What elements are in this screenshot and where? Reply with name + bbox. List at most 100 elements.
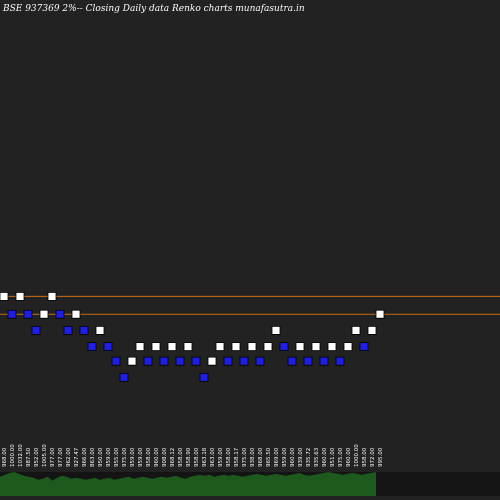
price-label-10: 966.00 <box>82 447 88 467</box>
brick-28-down <box>223 356 233 366</box>
brick-16-up <box>127 356 137 366</box>
brick-10-down <box>79 325 89 335</box>
price-label-39: 935.63 <box>314 447 320 467</box>
price-label-8: 962.00 <box>66 447 72 467</box>
brick-14-down <box>111 356 121 366</box>
chart-title: BSE 937369 2%-- Closing Daily data Renko… <box>2 4 305 14</box>
price-label-37: 939.00 <box>298 447 304 467</box>
price-label-35: 959.00 <box>282 447 288 467</box>
brick-43-up <box>343 342 353 351</box>
brick-29-up <box>231 342 241 351</box>
brick-6-up <box>47 292 57 301</box>
renko-bricks <box>0 292 385 382</box>
price-label-23: 958.90 <box>186 447 192 467</box>
brick-32-down <box>255 356 265 366</box>
brick-42-down <box>335 356 345 366</box>
brick-17-up <box>135 342 145 351</box>
price-label-44: 1000.00 <box>354 444 360 467</box>
brick-13-down <box>103 342 113 351</box>
price-label-38: 935.72 <box>306 448 312 467</box>
price-label-9: 927.47 <box>74 447 80 467</box>
brick-41-up <box>327 342 337 351</box>
brick-7-down <box>55 309 65 319</box>
brick-1-down <box>7 309 17 319</box>
brick-24-down <box>191 356 201 366</box>
brick-40-down <box>319 356 329 366</box>
price-label-18: 958.00 <box>146 447 152 467</box>
price-label-33: 965.50 <box>266 447 272 467</box>
brick-12-up <box>95 325 105 335</box>
price-label-40: 960.00 <box>322 447 328 467</box>
brick-39-up <box>311 342 321 351</box>
brick-22-down <box>175 356 185 366</box>
brick-19-up <box>151 342 161 351</box>
price-label-36: 960.00 <box>290 447 296 467</box>
price-label-6: 977.00 <box>50 447 56 467</box>
price-label-34: 969.00 <box>274 447 280 467</box>
price-label-13: 959.00 <box>106 447 112 467</box>
volume-area <box>0 472 500 496</box>
brick-3-down <box>23 309 33 319</box>
price-label-19: 960.00 <box>154 447 160 467</box>
brick-45-down <box>359 342 369 351</box>
brick-34-up <box>271 325 281 335</box>
brick-15-down <box>119 372 129 382</box>
brick-11-down <box>87 342 97 351</box>
brick-20-down <box>159 356 169 366</box>
price-label-22: 958.00 <box>178 447 184 467</box>
price-label-25: 963.18 <box>202 447 208 467</box>
price-label-20: 908.00 <box>162 447 168 467</box>
price-label-4: 952.00 <box>34 447 40 467</box>
brick-21-up <box>167 342 177 351</box>
price-label-31: 938.00 <box>250 447 256 467</box>
price-label-32: 968.00 <box>258 447 264 467</box>
brick-44-up <box>351 325 361 335</box>
price-label-28: 958.00 <box>226 447 232 467</box>
brick-30-down <box>239 356 249 366</box>
price-label-47: 995.00 <box>378 447 384 467</box>
volume-series <box>0 472 376 496</box>
price-label-46: 972.00 <box>370 447 376 467</box>
brick-23-up <box>183 342 193 351</box>
brick-26-up <box>207 356 217 366</box>
brick-38-down <box>303 356 313 366</box>
brick-18-down <box>143 356 153 366</box>
brick-4-down <box>31 325 41 335</box>
brick-31-up <box>247 342 257 351</box>
brick-46-up <box>367 325 377 335</box>
brick-37-up <box>295 342 305 351</box>
price-label-45: 958.00 <box>362 447 368 467</box>
reference-lines <box>0 295 500 315</box>
brick-47-up <box>375 309 385 319</box>
price-label-0: 968.00 <box>2 447 8 467</box>
price-label-27: 959.00 <box>218 447 224 467</box>
price-label-42: 975.00 <box>338 447 344 467</box>
brick-27-up <box>215 342 225 351</box>
price-label-12: 950.00 <box>98 447 104 467</box>
price-label-1: 1000.00 <box>10 444 16 467</box>
brick-33-up <box>263 342 273 351</box>
brick-36-down <box>287 356 297 366</box>
price-label-5: 1005.00 <box>42 444 48 467</box>
brick-25-down <box>199 372 209 382</box>
price-label-30: 975.00 <box>242 447 248 467</box>
price-labels: 968.00 1000.00 1032.00 987.50 952.00 1005.00 9… <box>2 444 384 467</box>
brick-35-down <box>279 342 289 351</box>
price-label-16: 959.00 <box>130 447 136 467</box>
price-label-3: 987.50 <box>26 447 32 467</box>
price-label-43: 960.00 <box>346 447 352 467</box>
price-label-21: 968.12 <box>170 448 176 467</box>
brick-8-down <box>63 325 73 335</box>
price-label-26: 963.00 <box>210 447 216 467</box>
price-label-11: 863.00 <box>90 447 96 467</box>
brick-9-up <box>71 309 81 319</box>
price-label-7: 977.00 <box>58 447 64 467</box>
price-label-2: 1032.00 <box>18 444 24 467</box>
brick-5-up <box>39 309 49 319</box>
brick-0-up <box>0 292 9 301</box>
price-label-14: 955.00 <box>114 447 120 467</box>
brick-2-up <box>15 292 25 301</box>
price-label-15: 975.00 <box>122 447 128 467</box>
price-label-24: 958.00 <box>194 447 200 467</box>
